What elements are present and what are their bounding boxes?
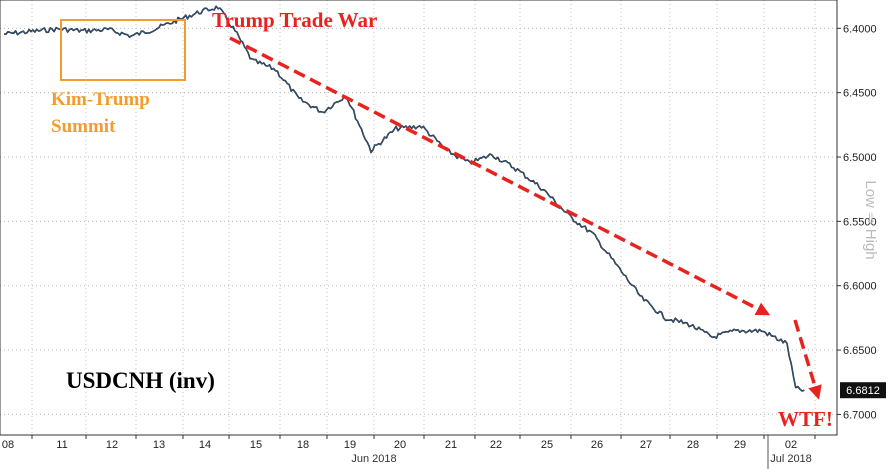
trade-war-arrow — [229, 36, 771, 316]
y-tick-label: 6.7000 — [843, 409, 877, 421]
y-tick-label: 6.4500 — [843, 88, 877, 100]
x-tick-label: 21 — [445, 439, 457, 451]
x-tick-label: 08 — [2, 439, 14, 451]
month-label-jun: Jun 2018 — [351, 453, 396, 465]
x-tick-label: 19 — [344, 439, 356, 451]
wtf-label: WTF! — [778, 407, 833, 431]
x-tick-label: 18 — [297, 439, 309, 451]
x-tick-label: 13 — [153, 439, 165, 451]
x-tick-label: 25 — [541, 439, 553, 451]
month-label-jul: Jul 2018 — [770, 453, 812, 465]
x-tick-label: 28 — [687, 439, 699, 451]
chart-title: USDCNH (inv) — [66, 368, 215, 393]
x-tick-label: 02 — [785, 439, 797, 451]
y-tick-label: 6.6500 — [843, 345, 877, 357]
y-axis-side-label: Low ⇒ High — [862, 180, 879, 259]
grid-lines — [0, 0, 837, 435]
x-tick-label: 27 — [640, 439, 652, 451]
x-tick-label: 20 — [394, 439, 406, 451]
usdcnh-series-line — [3, 5, 805, 392]
x-axis-ticks: 08 11 12 13 14 15 18 19 20 21 22 25 26 27 28 29 02 — [2, 435, 816, 451]
trade-war-label: Trump Trade War — [212, 8, 377, 32]
summit-label-line2: Summit — [51, 116, 116, 137]
summit-box — [60, 19, 186, 81]
y-tick-label: 6.4000 — [843, 23, 877, 35]
x-tick-label: 29 — [734, 439, 746, 451]
y-tick-label: 6.6000 — [843, 281, 877, 293]
wtf-arrow — [793, 319, 822, 400]
x-tick-label: 12 — [106, 439, 118, 451]
x-tick-label: 26 — [591, 439, 603, 451]
y-tick-label: 6.5000 — [843, 152, 877, 164]
x-tick-label: 22 — [490, 439, 502, 451]
y-tick-label: 6.5500 — [843, 216, 877, 228]
x-tick-label: 11 — [56, 439, 67, 451]
summit-label-line1: Kim-Trump — [51, 89, 150, 110]
last-value-badge-bg — [840, 382, 886, 399]
y-axis-ticks: 6.4000 6.4500 6.5000 6.5500 6.6000 6.6500 6.70… — [837, 23, 877, 421]
last-value-text: 6.6812 — [846, 385, 880, 397]
usdcnh-series-highlight — [3, 5, 805, 392]
x-tick-label: 14 — [199, 439, 211, 451]
x-tick-label: 15 — [250, 439, 262, 451]
last-value-badge: 6.6812 — [840, 382, 886, 399]
